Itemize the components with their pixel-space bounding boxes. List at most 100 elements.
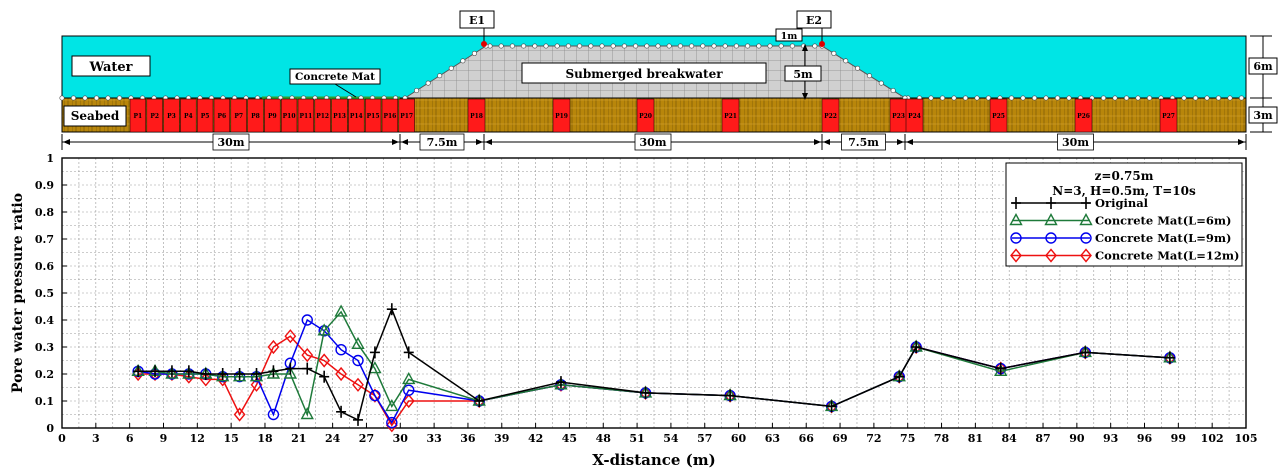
surface-node	[1193, 95, 1199, 101]
x-tick-label: 102	[1201, 432, 1224, 445]
surface-node	[610, 43, 616, 49]
sensor-rect	[398, 98, 415, 133]
sensor-rect	[163, 98, 180, 133]
data-point-diamond	[402, 393, 415, 409]
sensor-label: P4	[184, 113, 193, 120]
dimension-arrowhead	[1238, 139, 1245, 145]
sensor-label: P7	[234, 113, 243, 120]
surface-node	[1181, 95, 1187, 101]
y-tick-label: 0.1	[35, 395, 54, 408]
x-tick-label: 75	[900, 432, 915, 445]
surface-node	[962, 95, 968, 101]
surface-node	[471, 50, 477, 56]
surface-node	[855, 65, 861, 71]
data-point-triangle	[300, 407, 314, 420]
concrete-mat-label: Concrete Mat	[295, 71, 375, 83]
surface-node	[878, 80, 884, 86]
data-point-plus	[725, 389, 736, 402]
x-tick-label: 99	[1171, 432, 1186, 445]
x-tick-label: 81	[968, 432, 983, 445]
surface-node	[1112, 95, 1118, 101]
sensor-label: P10	[283, 113, 296, 120]
depth-3m-label-box	[1248, 106, 1278, 124]
breakwater-label: Submerged breakwater	[565, 67, 723, 81]
data-point-plus	[285, 362, 296, 375]
sensor-label: P3	[167, 113, 176, 120]
data-point-plus	[217, 368, 228, 380]
data-point-plus	[474, 395, 485, 407]
sensor-label: P19	[555, 113, 568, 120]
data-point-plus	[150, 365, 161, 378]
surface-node	[666, 43, 672, 49]
surface-node	[532, 43, 538, 49]
y-tick-label: 0.9	[35, 179, 54, 192]
x-tick-label: 9	[160, 432, 168, 445]
x-tick-label: 6	[126, 432, 134, 445]
sensor-rect	[1074, 98, 1093, 133]
data-point-circle	[1080, 232, 1092, 244]
sensor-rect	[230, 98, 247, 133]
data-point-diamond	[267, 339, 280, 355]
surface-node	[985, 95, 991, 101]
legend-entry: Original	[1011, 196, 1149, 210]
surface-node	[498, 43, 504, 49]
data-point-diamond	[301, 348, 314, 363]
surface-node	[633, 43, 639, 49]
surface-node	[521, 43, 527, 49]
sensor-label: P17	[400, 113, 413, 120]
data-point-circle	[403, 384, 415, 396]
data-point-triangle	[554, 377, 568, 390]
sensor-box: P3	[163, 98, 180, 133]
surface-node	[577, 43, 583, 49]
sensor-label: P26	[1077, 113, 1090, 120]
sensor-label: P23	[892, 113, 905, 120]
data-point-plus	[386, 303, 397, 316]
data-point-diamond	[1045, 248, 1057, 263]
sensor-label: P22	[824, 113, 837, 120]
cross-section-diagram: P1 P2 P3 P4 P5 P6 P7 P8 P9 P10 P11 P12 P13 P14 P15 P16 P…	[59, 10, 1278, 151]
x-tick-label: 51	[629, 432, 644, 445]
data-point-plus	[166, 365, 177, 378]
data-point-diamond	[233, 407, 246, 422]
data-point-circle	[352, 354, 364, 367]
data-point-plus	[234, 368, 245, 380]
sensor-label: P16	[383, 113, 396, 120]
surface-node	[599, 43, 605, 49]
sensor-label: P5	[201, 113, 210, 120]
data-point-plus	[640, 386, 651, 399]
data-point-plus	[369, 346, 380, 359]
sensor-box: P8	[247, 98, 264, 133]
sensor-label: P11	[299, 113, 312, 120]
dimension-label-box	[212, 133, 250, 151]
x-tick-label: 12	[190, 432, 205, 445]
data-point-diamond	[1010, 248, 1022, 263]
data-point-plus	[1164, 351, 1175, 364]
x-tick-label: 30	[393, 432, 409, 445]
x-tick-label: 27	[359, 432, 374, 445]
y-tick-label: 0.4	[35, 314, 54, 327]
surface-node	[756, 43, 762, 49]
data-point-diamond	[1080, 248, 1092, 263]
surface-node	[117, 95, 123, 101]
x-tick-label: 39	[494, 432, 509, 445]
sensor-label: P18	[470, 113, 483, 120]
dimension-row: 30m 7.5m 30m 7.5m 30m	[61, 133, 1247, 151]
depth-5m-arrowhead-bottom	[802, 93, 808, 100]
data-point-circle	[1045, 232, 1057, 244]
sensor-box: P2	[146, 98, 163, 133]
sensor-box: P15	[364, 98, 382, 133]
data-point-circle	[1010, 232, 1022, 244]
surface-node	[1135, 95, 1141, 101]
sensor-rect	[636, 98, 655, 133]
sensor-box: P9	[264, 98, 281, 133]
surface-node	[1020, 95, 1026, 101]
surface-node	[1043, 95, 1049, 101]
y-tick-label: 0.7	[35, 233, 54, 246]
data-point-triangle	[182, 366, 196, 379]
surface-node	[588, 43, 594, 49]
sensor-label: P8	[251, 113, 260, 120]
surface-node	[928, 95, 934, 101]
sensor-box: P27	[1159, 98, 1178, 133]
chart: 0 3 6 9 12 15 18 21 24 27 30 33 36 39 42 45 48 51 54 57 60 63…	[10, 152, 1257, 469]
surface-node	[939, 95, 945, 101]
